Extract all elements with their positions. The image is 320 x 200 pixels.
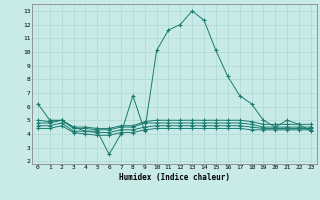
X-axis label: Humidex (Indice chaleur): Humidex (Indice chaleur) <box>119 173 230 182</box>
